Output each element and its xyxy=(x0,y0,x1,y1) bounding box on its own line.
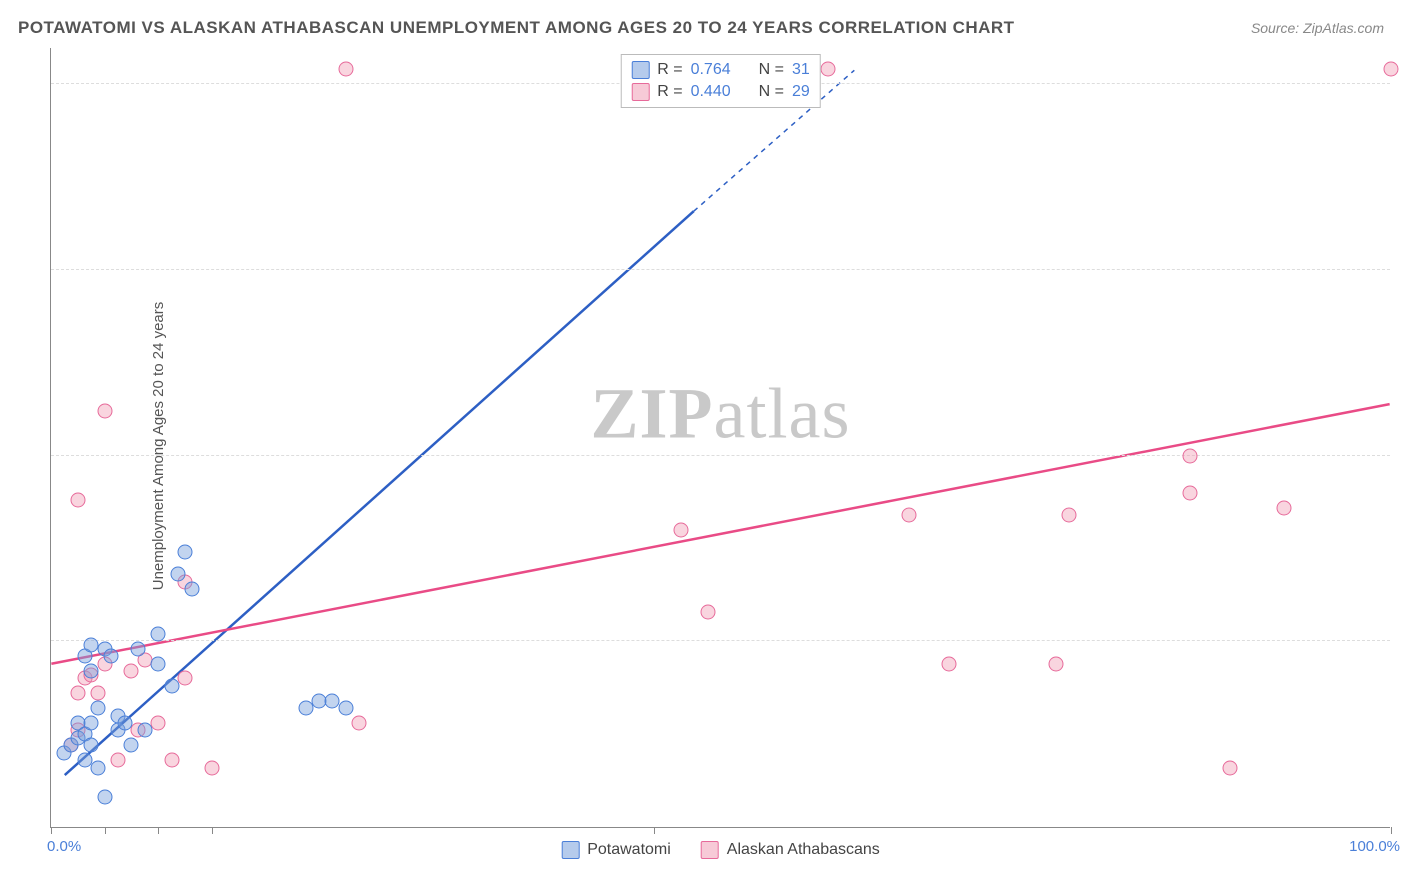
data-point xyxy=(1049,656,1064,671)
swatch-pink-icon xyxy=(631,83,649,101)
y-tick-label: 50.0% xyxy=(1400,430,1406,447)
data-point xyxy=(97,790,112,805)
data-point xyxy=(90,686,105,701)
x-tick xyxy=(158,827,159,834)
x-tick-100: 100.0% xyxy=(1349,838,1400,855)
n-value-pink: 29 xyxy=(792,83,810,101)
data-point xyxy=(941,656,956,671)
n-label: N = xyxy=(759,83,784,101)
source-label: Source: ZipAtlas.com xyxy=(1251,20,1384,36)
data-point xyxy=(1223,760,1238,775)
stats-row-pink: R = 0.440 N = 29 xyxy=(631,81,810,103)
data-point xyxy=(338,62,353,77)
data-point xyxy=(84,716,99,731)
grid-line xyxy=(51,269,1390,270)
swatch-blue-icon xyxy=(631,61,649,79)
x-tick-0: 0.0% xyxy=(47,838,81,855)
data-point xyxy=(178,545,193,560)
scatter-chart: ZIPatlas R = 0.764 N = 31 R = 0.440 N = … xyxy=(50,48,1390,828)
watermark: ZIPatlas xyxy=(591,373,851,456)
series-legend: Potawatomi Alaskan Athabascans xyxy=(561,841,880,859)
data-point xyxy=(111,753,126,768)
stats-row-blue: R = 0.764 N = 31 xyxy=(631,59,810,81)
x-tick xyxy=(1391,827,1392,834)
data-point xyxy=(184,582,199,597)
x-tick xyxy=(654,827,655,834)
data-point xyxy=(131,641,146,656)
data-point xyxy=(70,686,85,701)
data-point xyxy=(124,738,139,753)
data-point xyxy=(821,62,836,77)
x-tick xyxy=(51,827,52,834)
trend-lines xyxy=(51,48,1390,827)
grid-line xyxy=(51,640,1390,641)
r-label: R = xyxy=(657,83,682,101)
data-point xyxy=(104,649,119,664)
stats-legend: R = 0.764 N = 31 R = 0.440 N = 29 xyxy=(620,54,821,108)
y-tick-label: 100.0% xyxy=(1400,59,1406,76)
data-point xyxy=(338,701,353,716)
data-point xyxy=(1384,62,1399,77)
data-point xyxy=(84,738,99,753)
data-point xyxy=(151,716,166,731)
data-point xyxy=(178,671,193,686)
legend-label-pink: Alaskan Athabascans xyxy=(727,841,880,859)
data-point xyxy=(90,701,105,716)
data-point xyxy=(171,567,186,582)
legend-item-blue: Potawatomi xyxy=(561,841,671,859)
data-point xyxy=(124,664,139,679)
legend-label-blue: Potawatomi xyxy=(587,841,671,859)
data-point xyxy=(151,656,166,671)
data-point xyxy=(1183,485,1198,500)
data-point xyxy=(204,760,219,775)
data-point xyxy=(901,508,916,523)
data-point xyxy=(164,753,179,768)
data-point xyxy=(151,626,166,641)
r-value-pink: 0.440 xyxy=(691,83,731,101)
data-point xyxy=(117,716,132,731)
x-tick xyxy=(105,827,106,834)
data-point xyxy=(700,604,715,619)
r-label: R = xyxy=(657,61,682,79)
data-point xyxy=(84,664,99,679)
y-tick-label: 25.0% xyxy=(1400,616,1406,633)
data-point xyxy=(97,404,112,419)
swatch-blue-icon xyxy=(561,841,579,859)
n-label: N = xyxy=(759,61,784,79)
legend-item-pink: Alaskan Athabascans xyxy=(701,841,880,859)
data-point xyxy=(1183,448,1198,463)
data-point xyxy=(673,522,688,537)
y-tick-label: 75.0% xyxy=(1400,244,1406,261)
data-point xyxy=(70,493,85,508)
data-point xyxy=(137,723,152,738)
data-point xyxy=(1276,500,1291,515)
n-value-blue: 31 xyxy=(792,61,810,79)
r-value-blue: 0.764 xyxy=(691,61,731,79)
data-point xyxy=(164,678,179,693)
x-tick xyxy=(212,827,213,834)
chart-title: POTAWATOMI VS ALASKAN ATHABASCAN UNEMPLO… xyxy=(18,18,1015,38)
data-point xyxy=(1062,508,1077,523)
data-point xyxy=(90,760,105,775)
data-point xyxy=(352,716,367,731)
swatch-pink-icon xyxy=(701,841,719,859)
